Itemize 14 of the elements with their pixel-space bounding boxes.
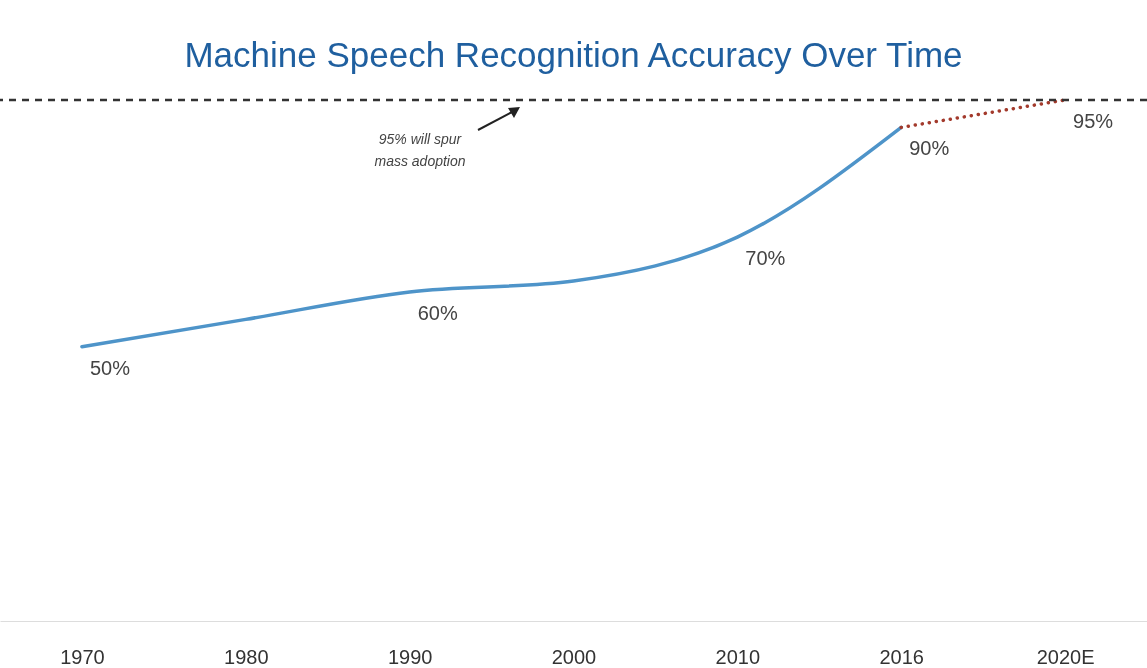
annotation: 95% will spur mass adoption <box>374 131 466 169</box>
x-tick-label: 2016 <box>879 645 924 668</box>
data-label: 90% <box>909 137 950 160</box>
data-label: 60% <box>417 301 458 324</box>
data-label: 50% <box>89 356 131 379</box>
x-tick-label: 1990 <box>387 645 433 668</box>
data-label: 70% <box>745 247 786 270</box>
x-tick-label: 1970 <box>60 645 105 668</box>
x-tick-label: 2010 <box>715 645 761 668</box>
data-label: 95% <box>1073 110 1114 132</box>
x-tick-label: 2000 <box>551 645 597 668</box>
x-tick-label: 1980 <box>224 645 269 668</box>
chart-title: Machine Speech Recognition Accuracy Over Time <box>184 35 963 75</box>
x-tick-label: 2020E <box>1036 645 1095 668</box>
